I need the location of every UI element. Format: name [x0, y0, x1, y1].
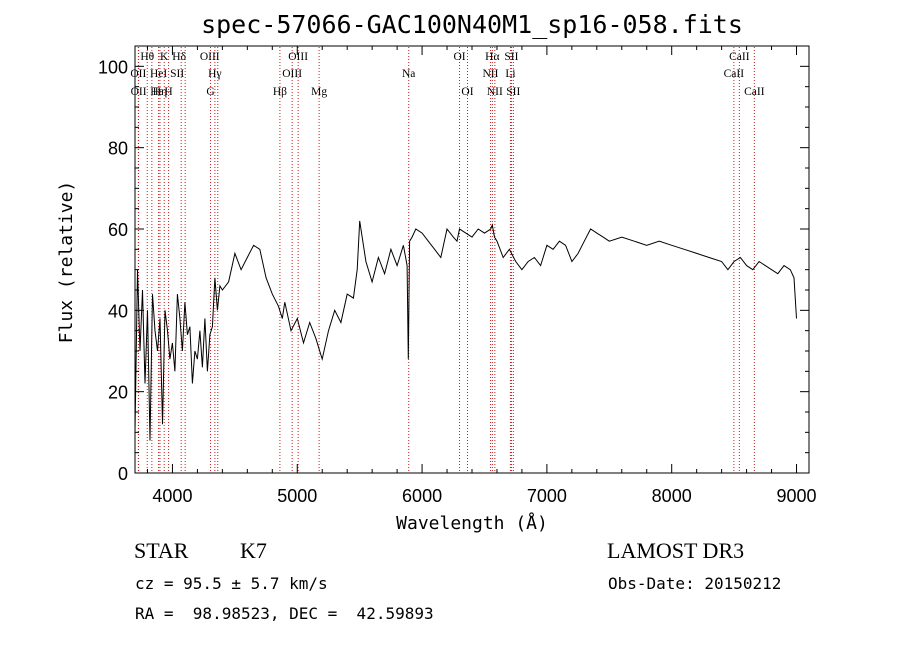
line-label: Hβ — [273, 86, 287, 98]
x-axis-label: Wavelength (Å) — [396, 512, 548, 534]
coordinates: RA = 98.98523, DEC = 42.59893 — [135, 604, 434, 623]
line-label: CaII — [744, 86, 765, 98]
y-tick-label: 20 — [108, 383, 128, 403]
x-tick-label: 6000 — [402, 486, 442, 506]
line-label: Na — [402, 68, 415, 80]
line-label: H — [164, 86, 172, 98]
survey-name: LAMOST DR3 — [607, 538, 745, 563]
x-tick-label: 7000 — [527, 486, 567, 506]
line-label: OIII — [288, 51, 308, 63]
line-label: SII — [506, 86, 520, 98]
line-label: K — [160, 51, 169, 63]
x-axis: 4000 5000 6000 7000 8000 9000 — [146, 46, 817, 506]
line-label: G — [206, 86, 214, 98]
spectrum-line — [134, 220, 797, 441]
y-tick-label: 40 — [108, 301, 128, 321]
line-label: CaII — [729, 51, 750, 63]
x-tick-label: 8000 — [652, 486, 692, 506]
observation-date: Obs-Date: 20150212 — [608, 574, 782, 593]
line-label: Hδ — [172, 51, 186, 63]
line-label: Hε — [150, 86, 163, 98]
plot-frame — [134, 45, 810, 474]
object-subclass: K7 — [240, 538, 267, 563]
y-tick-label: 100 — [98, 57, 128, 77]
y-axis: 0 20 40 60 80 100 — [98, 57, 809, 484]
line-label: Hγ — [208, 68, 221, 80]
line-label: CaII — [724, 68, 745, 80]
line-label: Hα — [485, 51, 499, 63]
line-label: NII — [487, 86, 503, 98]
y-tick-label: 60 — [108, 220, 128, 240]
line-label: Hη — [153, 86, 167, 98]
line-label: OI — [453, 51, 465, 63]
x-tick-label: 5000 — [277, 486, 317, 506]
line-label: Li — [505, 68, 515, 80]
line-label: OIII — [200, 51, 220, 63]
line-markers — [137, 47, 755, 472]
redshift-velocity: cz = 95.5 ± 5.7 km/s — [135, 574, 328, 593]
line-label: OII — [130, 68, 146, 80]
line-label: OI — [461, 86, 473, 98]
y-tick-label: 0 — [118, 464, 128, 484]
object-class: STAR — [134, 538, 189, 563]
line-label: Hθ — [140, 51, 154, 63]
line-label: SII — [504, 51, 518, 63]
line-label: OIII — [282, 68, 302, 80]
line-label: OII — [131, 86, 147, 98]
x-tick-label: 4000 — [152, 486, 192, 506]
chart-title: spec-57066-GAC100N40M1_sp16-058.fits — [201, 10, 743, 39]
y-axis-label: Flux (relative) — [56, 181, 77, 344]
line-label: HeI — [150, 68, 167, 80]
line-label: Mg — [311, 86, 327, 98]
x-tick-label: 9000 — [776, 486, 816, 506]
line-label: SII — [170, 68, 184, 80]
y-tick-label: 80 — [108, 139, 128, 159]
line-label: NII — [482, 68, 498, 80]
